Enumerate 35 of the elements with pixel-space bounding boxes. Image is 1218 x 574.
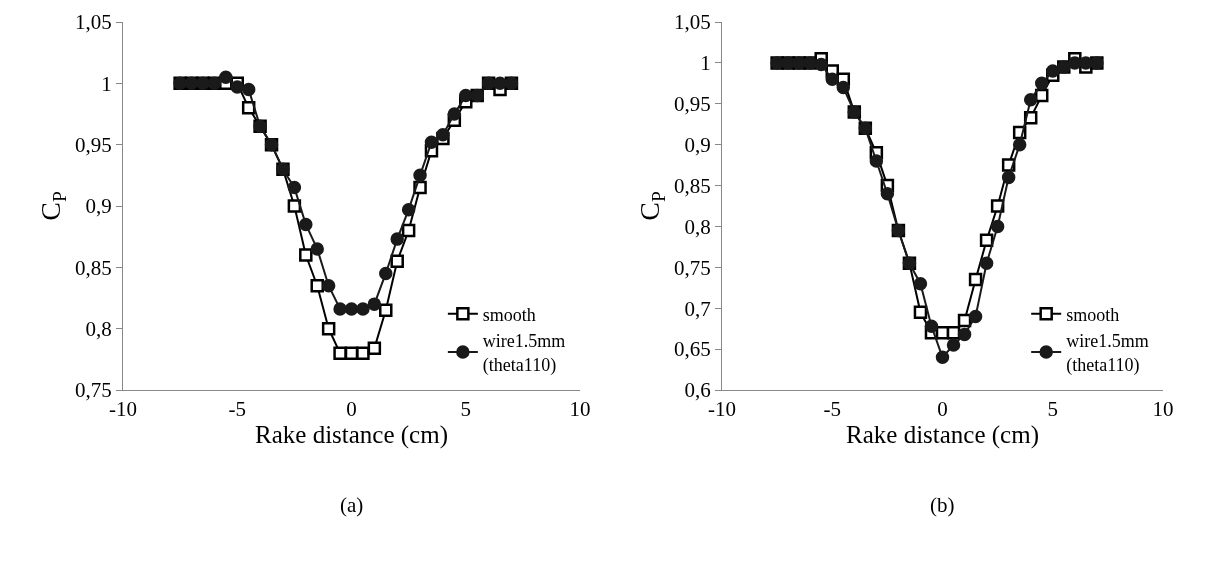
y-tick-label: 1,05 xyxy=(75,10,112,35)
text: (b) xyxy=(930,493,955,517)
x-tick-label: 10 xyxy=(569,397,591,422)
y-tick-label: 0,8 xyxy=(684,214,711,239)
legend-label: wire1.5mm (theta110) xyxy=(1066,331,1149,376)
y-tick-label: 0,75 xyxy=(75,378,112,403)
y-tick-label: 1 xyxy=(700,51,711,76)
y-tick-label: 0,75 xyxy=(674,255,711,280)
y-tick-label: 1,05 xyxy=(674,10,711,35)
y-tick-label: 1 xyxy=(101,71,112,96)
x-tick-label: -10 xyxy=(708,397,736,422)
x-tick-label: 5 xyxy=(460,397,471,422)
y-tick-label: 0,8 xyxy=(85,317,112,342)
y-tick-label: 0,85 xyxy=(674,173,711,198)
y-tick-label: 0,95 xyxy=(75,133,112,158)
y-tick-label: 0,95 xyxy=(674,92,711,117)
x-axis-title: Rake distance (cm) xyxy=(255,421,448,450)
y-tick-label: 0,9 xyxy=(85,194,112,219)
y-tick-label: 0,7 xyxy=(684,296,711,321)
x-axis-title: Rake distance (cm) xyxy=(846,421,1039,450)
x-tick-label: 0 xyxy=(937,397,948,422)
text: (a) xyxy=(340,493,364,517)
y-tick-label: 0,85 xyxy=(75,255,112,280)
y-tick-label: 0,6 xyxy=(684,378,711,403)
x-tick-label: 0 xyxy=(346,397,357,422)
x-tick-label: 5 xyxy=(1047,397,1058,422)
y-tick-label: 0,9 xyxy=(684,133,711,158)
x-tick-label: -5 xyxy=(228,397,246,422)
legend-label: smooth xyxy=(482,304,536,325)
y-tick-label: 0,65 xyxy=(674,337,711,362)
legend-label: smooth xyxy=(1066,304,1120,325)
legend-label: wire1.5mm (theta110) xyxy=(482,331,566,376)
x-tick-label: -5 xyxy=(823,397,841,422)
x-tick-label: -10 xyxy=(109,397,137,422)
x-tick-label: 10 xyxy=(1152,397,1174,422)
